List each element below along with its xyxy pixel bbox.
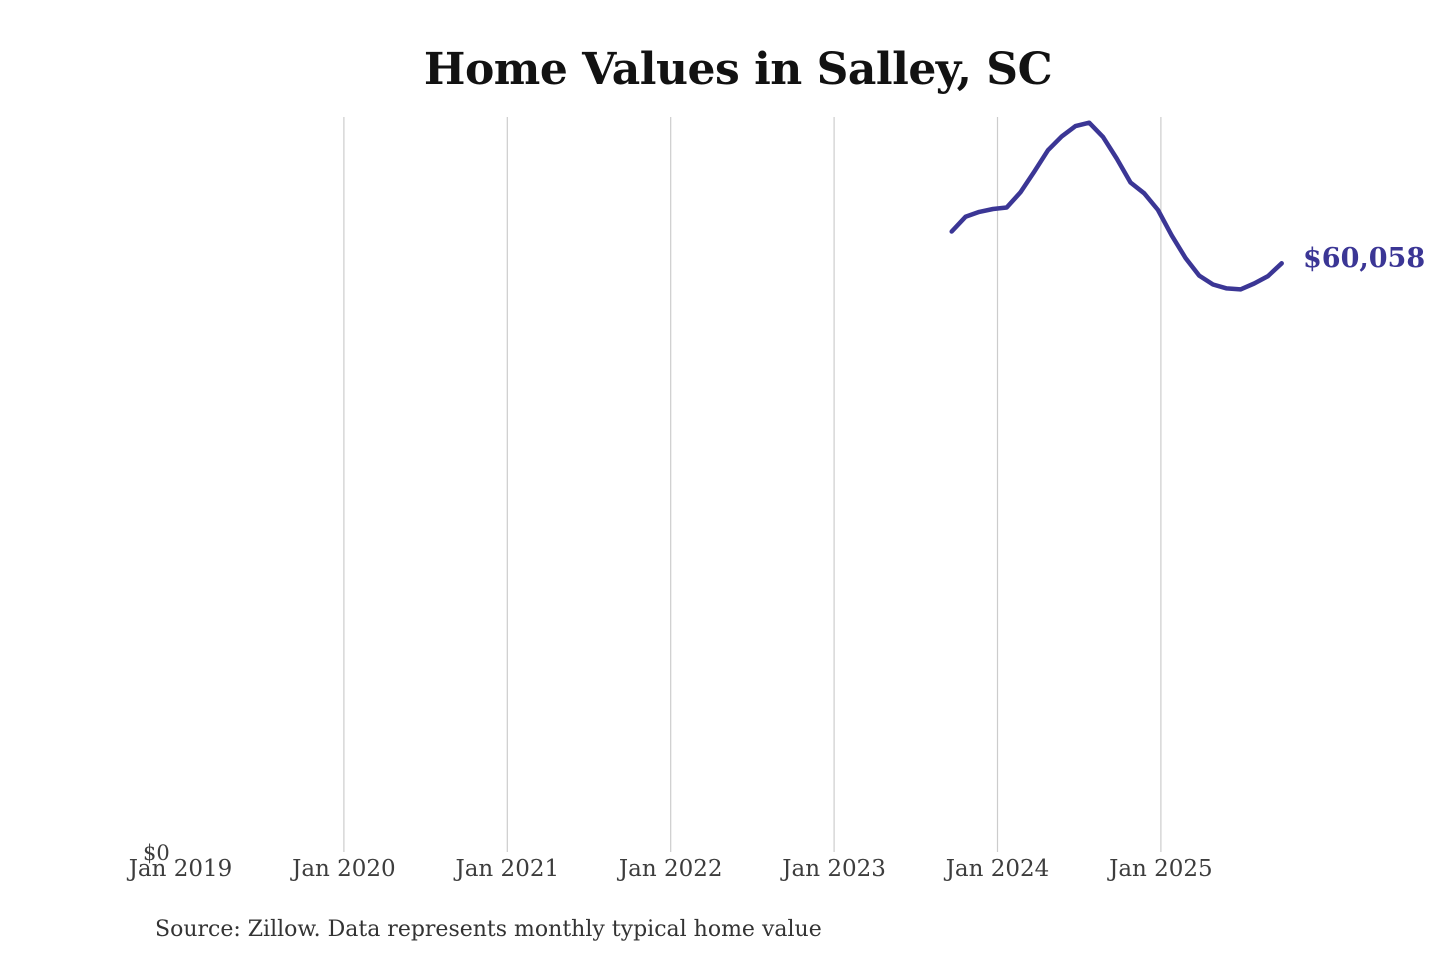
y-axis-zero-label: $0 [143, 841, 170, 865]
source-note: Source: Zillow. Data represents monthly … [155, 917, 822, 942]
year-gridlines [343, 117, 1162, 852]
x-tick-label: Jan 2021 [455, 856, 560, 882]
end-value-label: $60,058 [1303, 243, 1426, 274]
x-tick-label: Jan 2022 [618, 856, 723, 882]
home-value-line [949, 120, 1284, 292]
x-tick-label: Jan 2020 [292, 856, 396, 882]
x-tick-label: Jan 2019 [128, 856, 233, 882]
x-tick-label: Jan 2025 [1109, 856, 1213, 882]
x-tick-label: Jan 2023 [782, 856, 886, 882]
chart-title: Home Values in Salley, SC [423, 44, 1053, 95]
x-tick-label: Jan 2024 [945, 856, 1050, 882]
